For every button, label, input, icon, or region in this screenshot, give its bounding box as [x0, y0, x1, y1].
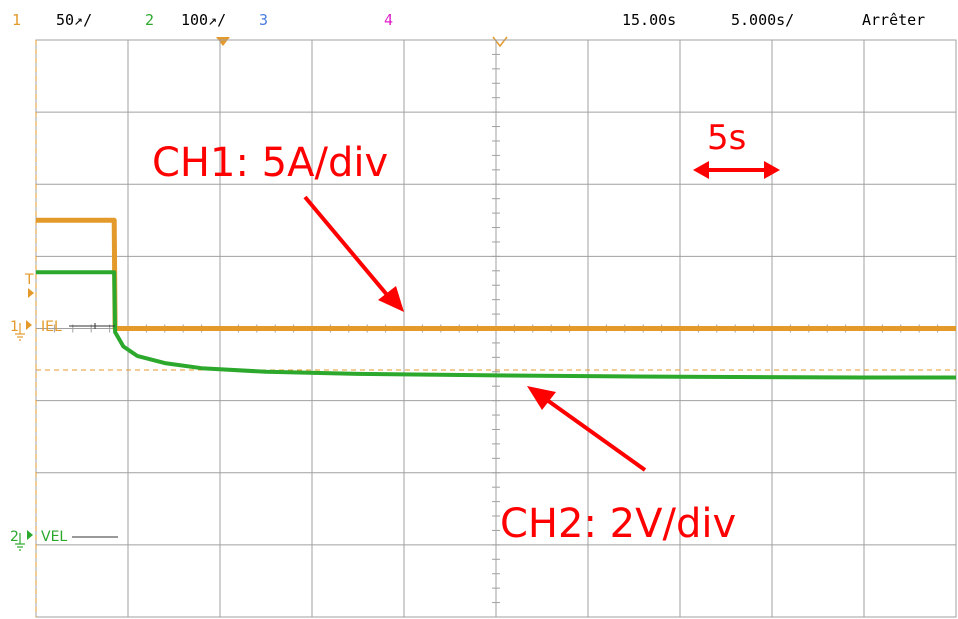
ch1-number[interactable]: 1 [12, 11, 21, 29]
ch2-name-label: VEL [41, 529, 67, 545]
run-state[interactable]: Arrêter [862, 11, 925, 29]
trigger-marker-letter: T [24, 272, 34, 288]
ch1-annotation: CH1: 5A/div [152, 140, 388, 186]
ch3-number[interactable]: 3 [259, 11, 268, 29]
ch2-annotation: CH2: 2V/div [500, 501, 736, 547]
ch1-scale[interactable]: 50↗/ [56, 11, 92, 29]
ch2-number[interactable]: 2 [145, 11, 154, 29]
ch2-ground-marker-number: 2 [10, 529, 19, 545]
ch4-number[interactable]: 4 [384, 11, 393, 29]
time-annotation: 5s [707, 118, 746, 158]
time-per-div[interactable]: 5.000s/ [731, 11, 794, 29]
ch1-name-label: IEL [41, 319, 62, 335]
ch2-scale[interactable]: 100↗/ [181, 11, 226, 29]
ch1-ground-marker-number: 1 [10, 319, 19, 335]
trigger-position[interactable]: 15.00s [622, 11, 676, 29]
